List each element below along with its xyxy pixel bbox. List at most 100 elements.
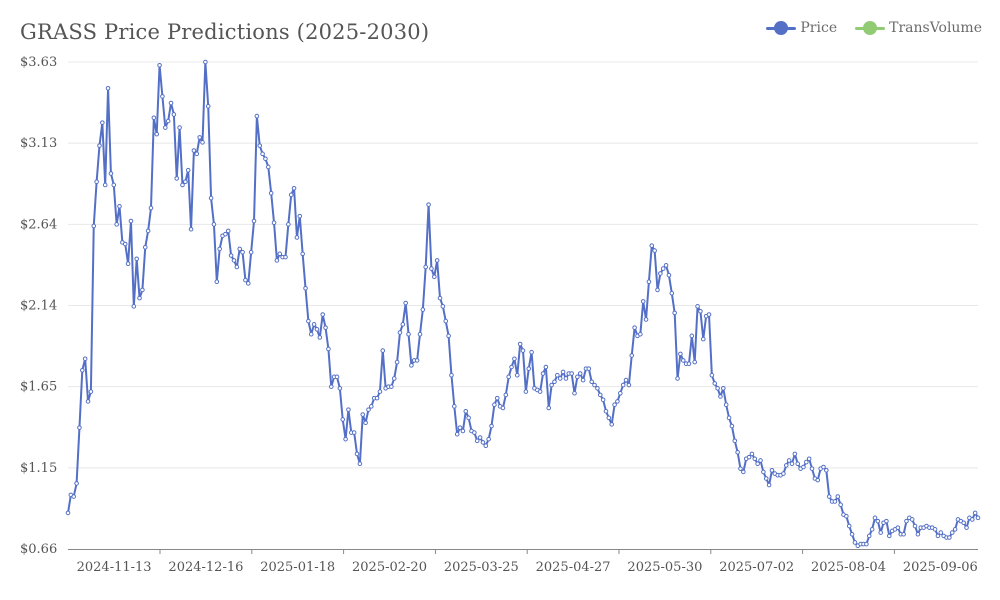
price-point[interactable] bbox=[821, 464, 826, 470]
price-point[interactable] bbox=[846, 523, 852, 529]
price-point[interactable] bbox=[463, 408, 469, 414]
price-point[interactable] bbox=[85, 399, 91, 404]
price-point[interactable] bbox=[122, 241, 128, 247]
price-point[interactable] bbox=[909, 517, 915, 522]
legend-item-transvolume[interactable]: TransVolume bbox=[855, 20, 982, 36]
price-point[interactable] bbox=[414, 358, 420, 363]
price-point[interactable] bbox=[154, 131, 160, 137]
price-point[interactable] bbox=[283, 254, 288, 260]
price-point[interactable] bbox=[354, 451, 360, 457]
price-point[interactable] bbox=[231, 258, 237, 263]
price-point[interactable] bbox=[749, 451, 755, 457]
price-point[interactable] bbox=[185, 167, 191, 173]
price-point[interactable] bbox=[151, 115, 157, 121]
price-point[interactable] bbox=[947, 535, 952, 540]
price-point[interactable] bbox=[852, 540, 858, 545]
price-point[interactable] bbox=[369, 404, 374, 409]
price-point[interactable] bbox=[434, 258, 440, 263]
price-point[interactable] bbox=[300, 251, 305, 257]
price-point[interactable] bbox=[789, 461, 795, 467]
price-point[interactable] bbox=[686, 361, 692, 367]
price-point[interactable] bbox=[449, 372, 454, 378]
price-point[interactable] bbox=[431, 274, 437, 280]
price-point[interactable] bbox=[400, 322, 406, 327]
price-point[interactable] bbox=[340, 417, 346, 422]
price-point[interactable] bbox=[486, 436, 491, 442]
price-point[interactable] bbox=[357, 461, 363, 467]
price-point[interactable] bbox=[752, 456, 758, 462]
price-point[interactable] bbox=[225, 228, 231, 234]
price-point[interactable] bbox=[615, 399, 620, 404]
price-point[interactable] bbox=[969, 517, 975, 522]
price-point[interactable] bbox=[134, 256, 139, 262]
price-point[interactable] bbox=[163, 125, 168, 130]
price-point[interactable] bbox=[675, 376, 680, 381]
price-point[interactable] bbox=[326, 346, 331, 352]
price-point[interactable] bbox=[949, 530, 955, 535]
price-point[interactable] bbox=[337, 386, 343, 391]
price-point[interactable] bbox=[403, 300, 408, 306]
price-point[interactable] bbox=[446, 333, 451, 339]
price-point[interactable] bbox=[964, 525, 969, 530]
price-point[interactable] bbox=[520, 348, 526, 353]
price-point[interactable] bbox=[71, 494, 77, 499]
price-point[interactable] bbox=[904, 518, 909, 524]
price-point[interactable] bbox=[620, 382, 626, 388]
price-point[interactable] bbox=[211, 222, 217, 227]
price-point[interactable] bbox=[509, 364, 514, 370]
price-point[interactable] bbox=[409, 363, 414, 368]
price-point[interactable] bbox=[328, 384, 334, 389]
price-point[interactable] bbox=[643, 317, 649, 322]
price-point[interactable] bbox=[726, 415, 732, 421]
price-point[interactable] bbox=[437, 295, 443, 301]
price-point[interactable] bbox=[197, 135, 202, 140]
price-point[interactable] bbox=[114, 222, 119, 227]
price-point[interactable] bbox=[866, 533, 872, 539]
price-point[interactable] bbox=[257, 143, 263, 148]
price-point[interactable] bbox=[517, 341, 523, 347]
price-point[interactable] bbox=[795, 461, 801, 467]
price-point[interactable] bbox=[826, 494, 832, 499]
price-point[interactable] bbox=[626, 382, 632, 388]
price-point[interactable] bbox=[228, 253, 234, 258]
price-point[interactable] bbox=[223, 231, 228, 237]
price-point[interactable] bbox=[543, 364, 549, 370]
price-point[interactable] bbox=[732, 438, 738, 444]
price-point[interactable] bbox=[237, 246, 242, 252]
price-point[interactable] bbox=[938, 530, 944, 535]
price-point[interactable] bbox=[288, 192, 294, 198]
price-point[interactable] bbox=[266, 164, 271, 170]
price-point[interactable] bbox=[792, 451, 798, 457]
price-point[interactable] bbox=[569, 371, 574, 376]
price-point[interactable] bbox=[100, 120, 105, 125]
price-point[interactable] bbox=[394, 359, 400, 365]
price-point[interactable] bbox=[460, 428, 466, 434]
price-point[interactable] bbox=[755, 461, 760, 467]
price-point[interactable] bbox=[303, 285, 308, 291]
price-point[interactable] bbox=[666, 272, 672, 278]
price-point[interactable] bbox=[529, 349, 534, 355]
price-point[interactable] bbox=[205, 103, 211, 109]
price-point[interactable] bbox=[895, 525, 901, 530]
price-point[interactable] bbox=[781, 471, 786, 476]
price-point[interactable] bbox=[314, 326, 320, 332]
price-point[interactable] bbox=[537, 389, 543, 394]
price-point[interactable] bbox=[360, 412, 366, 417]
price-point[interactable] bbox=[901, 531, 906, 537]
price-point[interactable] bbox=[652, 248, 657, 253]
price-point[interactable] bbox=[494, 395, 500, 401]
price-point[interactable] bbox=[245, 281, 251, 286]
price-point[interactable] bbox=[552, 379, 557, 385]
price-point[interactable] bbox=[824, 467, 829, 473]
price-point[interactable] bbox=[663, 263, 669, 268]
price-point[interactable] bbox=[580, 377, 586, 383]
price-point[interactable] bbox=[268, 190, 274, 196]
price-point[interactable] bbox=[131, 304, 137, 309]
price-point[interactable] bbox=[108, 171, 114, 176]
price-point[interactable] bbox=[171, 112, 177, 117]
price-point[interactable] bbox=[243, 277, 248, 283]
price-point[interactable] bbox=[512, 356, 517, 362]
price-point[interactable] bbox=[480, 440, 486, 445]
price-point[interactable] bbox=[240, 249, 245, 255]
price-point[interactable] bbox=[177, 125, 182, 130]
